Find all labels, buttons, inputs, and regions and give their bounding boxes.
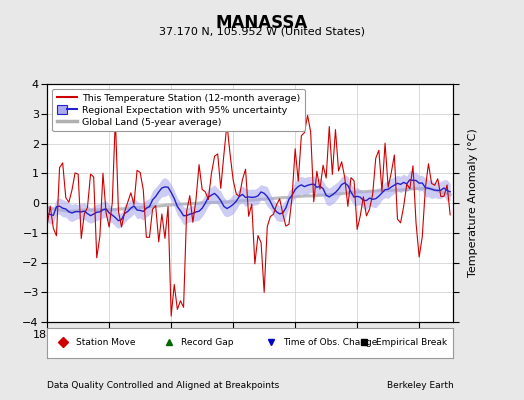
Text: Station Move: Station Move: [75, 338, 135, 347]
Text: MANASSA: MANASSA: [216, 14, 308, 32]
Text: Data Quality Controlled and Aligned at Breakpoints: Data Quality Controlled and Aligned at B…: [47, 381, 279, 390]
Legend: This Temperature Station (12-month average), Regional Expectation with 95% uncer: This Temperature Station (12-month avera…: [52, 89, 305, 131]
Text: Berkeley Earth: Berkeley Earth: [387, 381, 453, 390]
Text: 37.170 N, 105.952 W (United States): 37.170 N, 105.952 W (United States): [159, 26, 365, 36]
Text: Record Gap: Record Gap: [181, 338, 234, 347]
Text: Time of Obs. Change: Time of Obs. Change: [283, 338, 377, 347]
Text: Empirical Break: Empirical Break: [376, 338, 447, 347]
Y-axis label: Temperature Anomaly (°C): Temperature Anomaly (°C): [468, 129, 478, 277]
